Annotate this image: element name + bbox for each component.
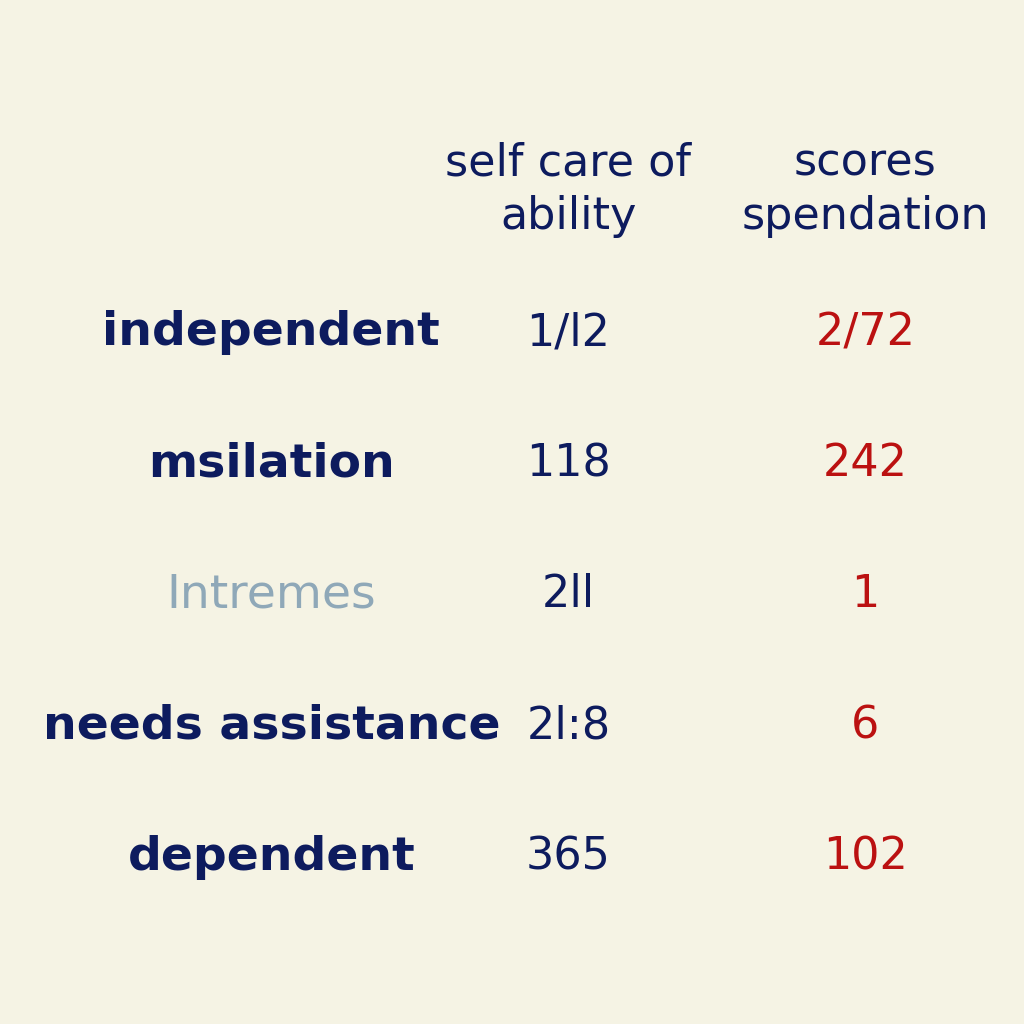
Text: scores
spendation: scores spendation — [741, 141, 989, 238]
Text: 1/l2: 1/l2 — [526, 311, 610, 354]
Text: 6: 6 — [851, 705, 880, 748]
Text: 2/72: 2/72 — [815, 311, 915, 354]
Text: needs assistance: needs assistance — [43, 703, 500, 749]
Text: 242: 242 — [822, 442, 908, 485]
Text: 102: 102 — [823, 836, 907, 879]
Text: dependent: dependent — [127, 835, 416, 880]
Text: 118: 118 — [526, 442, 610, 485]
Text: 1: 1 — [851, 573, 880, 616]
Text: self care of
ability: self care of ability — [445, 141, 691, 238]
Text: 2ll: 2ll — [542, 573, 595, 616]
Text: msilation: msilation — [148, 441, 394, 486]
Text: 365: 365 — [526, 836, 610, 879]
Text: independent: independent — [102, 310, 440, 355]
Text: 2l:8: 2l:8 — [526, 705, 610, 748]
Text: Intremes: Intremes — [167, 572, 376, 617]
